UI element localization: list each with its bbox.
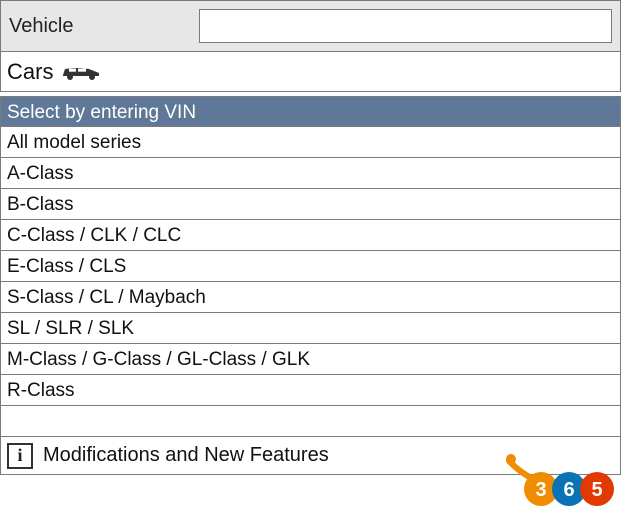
list-item[interactable]: A-Class xyxy=(0,158,621,189)
list-item[interactable]: B-Class xyxy=(0,189,621,220)
vehicle-header: Vehicle xyxy=(0,0,621,52)
model-series-list: Select by entering VINAll model seriesA-… xyxy=(0,96,621,437)
list-item[interactable]: E-Class / CLS xyxy=(0,251,621,282)
list-item[interactable]: R-Class xyxy=(0,375,621,406)
category-label: Cars xyxy=(7,59,53,85)
list-item[interactable]: All model series xyxy=(0,127,621,158)
list-item[interactable]: S-Class / CL / Maybach xyxy=(0,282,621,313)
svg-text:3: 3 xyxy=(535,479,546,501)
footer-text: Modifications and New Features xyxy=(43,444,329,467)
vehicle-label: Vehicle xyxy=(9,15,199,38)
list-item[interactable]: C-Class / CLK / CLC xyxy=(0,220,621,251)
list-item[interactable] xyxy=(0,406,621,437)
info-icon: i xyxy=(7,443,33,469)
category-row[interactable]: Cars xyxy=(0,52,621,92)
svg-text:5: 5 xyxy=(591,479,602,501)
list-item[interactable]: SL / SLR / SLK xyxy=(0,313,621,344)
logo-365: 3 6 5 xyxy=(505,441,615,516)
list-item[interactable]: M-Class / G-Class / GL-Class / GLK xyxy=(0,344,621,375)
list-item[interactable]: Select by entering VIN xyxy=(0,96,621,127)
vehicle-input[interactable] xyxy=(199,9,612,43)
svg-text:6: 6 xyxy=(563,479,574,501)
car-icon xyxy=(59,63,103,81)
